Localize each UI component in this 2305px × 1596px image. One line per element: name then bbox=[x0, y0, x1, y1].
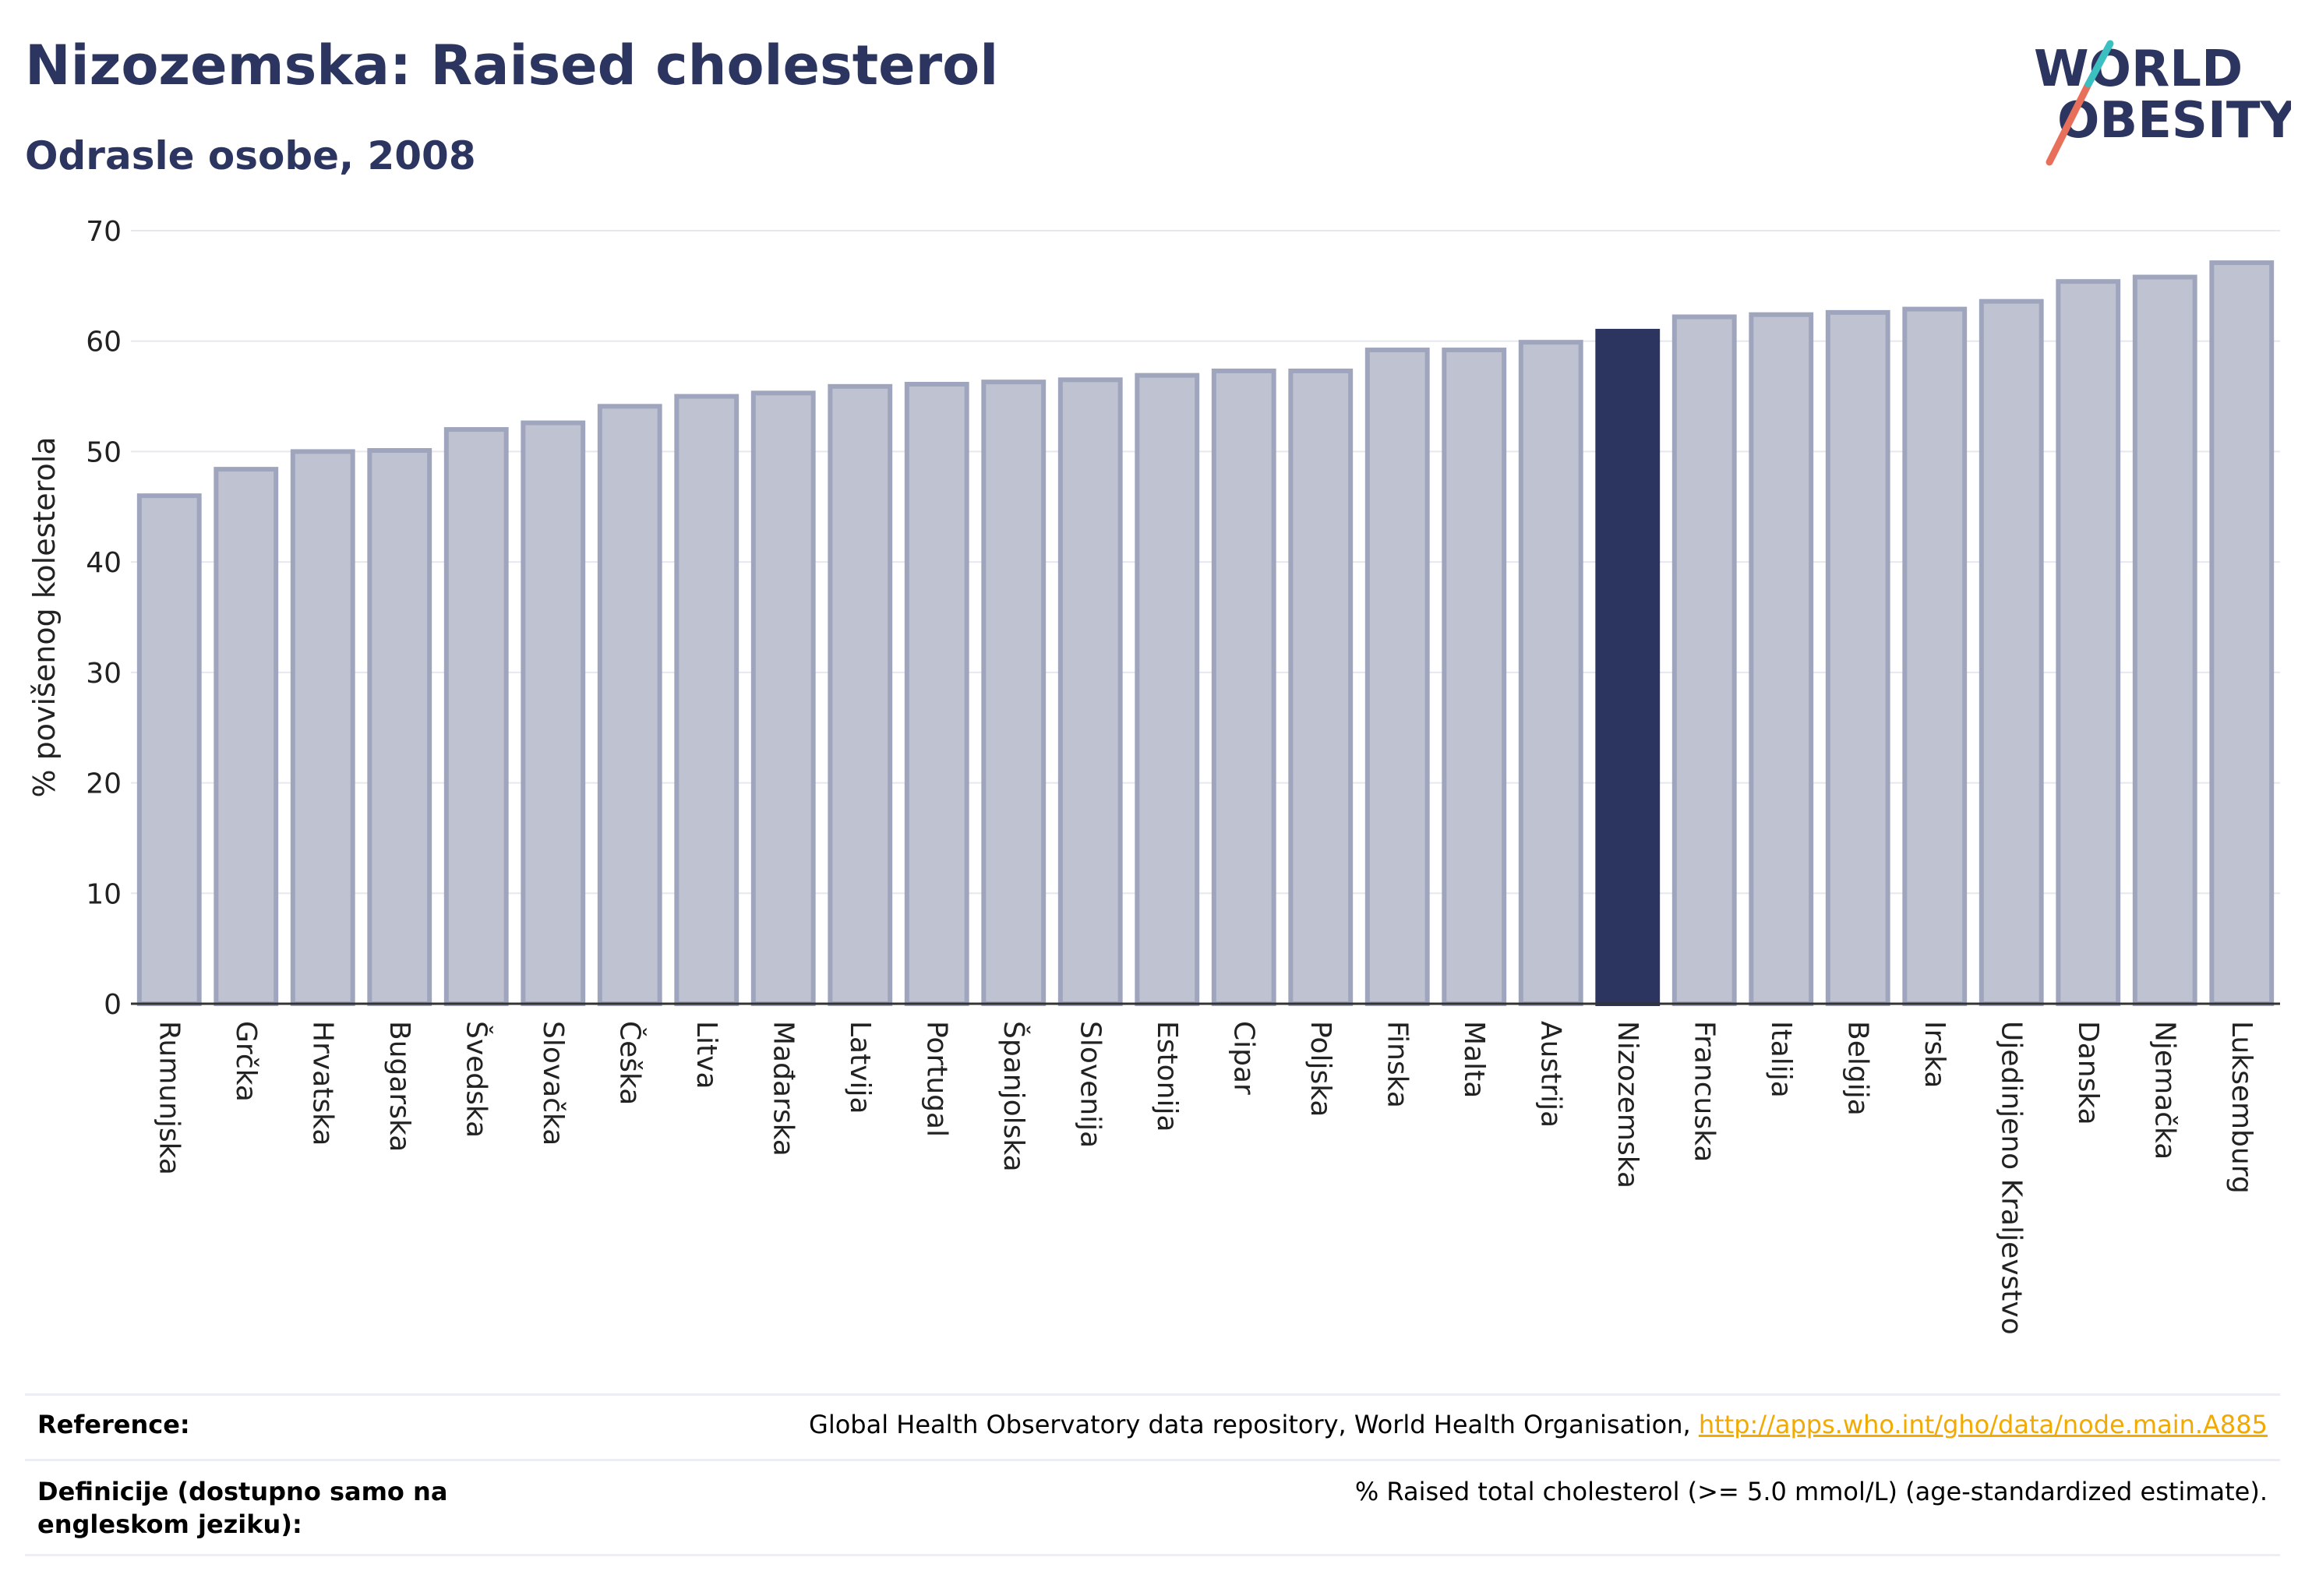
y-tick-label: 20 bbox=[86, 768, 122, 800]
bar bbox=[1978, 298, 2044, 1006]
x-tick-label: Irska bbox=[1918, 1021, 1950, 1088]
bar bbox=[1135, 373, 1200, 1007]
bar bbox=[597, 404, 662, 1006]
page-title: Nizozemska: Raised cholesterol bbox=[25, 34, 999, 97]
x-tick-label: Italija bbox=[1765, 1021, 1797, 1098]
bar bbox=[136, 493, 202, 1006]
footer-divider-bottom bbox=[25, 1554, 2280, 1556]
bar bbox=[1057, 377, 1123, 1007]
x-tick-label: Hrvatska bbox=[306, 1021, 338, 1146]
svg-text:OBESITY: OBESITY bbox=[2057, 92, 2291, 150]
bar bbox=[521, 420, 586, 1006]
y-tick-label: 50 bbox=[86, 436, 122, 468]
definition-value: % Raised total cholesterol (>= 5.0 mmol/… bbox=[1354, 1477, 2268, 1506]
y-tick-label: 40 bbox=[86, 547, 122, 579]
page-subtitle: Odrasle osobe, 2008 bbox=[25, 133, 476, 178]
bar bbox=[981, 380, 1047, 1006]
footer-divider-middle bbox=[25, 1459, 2280, 1461]
x-tick-label: Španjolska bbox=[997, 1021, 1030, 1172]
y-tick-label: 60 bbox=[86, 327, 122, 358]
bar bbox=[1211, 368, 1276, 1006]
bar bbox=[1595, 328, 1661, 1006]
bar bbox=[290, 449, 355, 1006]
x-tick-label: Slovačka bbox=[537, 1021, 569, 1146]
x-tick-label: Mađarska bbox=[767, 1021, 799, 1156]
y-tick-label: 70 bbox=[86, 216, 122, 248]
reference-label: Reference: bbox=[37, 1410, 190, 1439]
y-axis-label: % povišenog kolesterola bbox=[27, 436, 62, 797]
x-tick-label: Češka bbox=[613, 1021, 646, 1105]
y-tick-label: 10 bbox=[86, 878, 122, 910]
x-tick-label: Nizozemska bbox=[1611, 1021, 1643, 1188]
bar bbox=[2209, 260, 2275, 1006]
x-tick-label: Danska bbox=[2072, 1021, 2104, 1125]
bar bbox=[2132, 274, 2197, 1006]
reference-link[interactable]: http://apps.who.int/gho/data/node.main.A… bbox=[1698, 1410, 2268, 1439]
bar bbox=[750, 390, 816, 1006]
x-tick-label: Švedska bbox=[460, 1021, 492, 1138]
x-tick-label: Njemačka bbox=[2148, 1021, 2180, 1160]
bar bbox=[367, 448, 432, 1006]
bar-chart: 0 10 20 30 40 50 60 70 % povišenog kolesterola Ru… bbox=[27, 216, 2280, 1335]
x-tick-label: Rumunjska bbox=[153, 1021, 185, 1175]
x-tick-label: Poljska bbox=[1304, 1021, 1336, 1118]
bar bbox=[1518, 340, 1583, 1007]
y-tick-label: 30 bbox=[86, 658, 122, 690]
bar bbox=[1902, 306, 1968, 1007]
bar bbox=[1364, 348, 1430, 1006]
bar bbox=[828, 383, 893, 1006]
footer-divider-top bbox=[25, 1393, 2280, 1396]
x-tick-label: Bugarska bbox=[383, 1021, 415, 1152]
x-tick-label: Grčka bbox=[230, 1021, 262, 1102]
world-obesity-logo: WORLD OBESITY bbox=[2034, 40, 2291, 166]
bar bbox=[904, 381, 969, 1006]
bar bbox=[2056, 279, 2121, 1006]
x-tick-label: Malta bbox=[1458, 1021, 1490, 1098]
x-tick-label: Latvija bbox=[844, 1021, 876, 1114]
x-tick-label: Slovenija bbox=[1074, 1021, 1106, 1148]
x-tick-label: Austrija bbox=[1534, 1021, 1566, 1128]
definition-row: Definicije (dostupno samo na engleskom j… bbox=[25, 1476, 2280, 1562]
reference-row: Reference: Global Health Observatory dat… bbox=[25, 1409, 2280, 1459]
reference-value: Global Health Observatory data repositor… bbox=[809, 1409, 2268, 1442]
x-tick-label: Belgija bbox=[1841, 1021, 1873, 1116]
x-tick-label: Ujedinjeno Kraljevstvo bbox=[1995, 1021, 2027, 1335]
definition-label: Definicije (dostupno samo na engleskom j… bbox=[37, 1477, 448, 1539]
svg-text:WORLD: WORLD bbox=[2034, 41, 2243, 98]
bar bbox=[1825, 309, 1890, 1006]
bar bbox=[1442, 348, 1507, 1006]
x-tick-label: Cipar bbox=[1227, 1021, 1259, 1095]
bar bbox=[443, 427, 509, 1006]
bar bbox=[1288, 368, 1354, 1006]
bar bbox=[1671, 314, 1737, 1006]
x-tick-label: Francuska bbox=[1688, 1021, 1720, 1162]
x-tick-label: Finska bbox=[1381, 1021, 1413, 1108]
bar bbox=[1749, 312, 1814, 1006]
x-tick-label: Portugal bbox=[920, 1021, 952, 1137]
bar bbox=[214, 467, 279, 1006]
x-tick-label: Litva bbox=[690, 1021, 722, 1089]
x-tick-label: Estonija bbox=[1151, 1021, 1183, 1132]
reference-text: Global Health Observatory data repositor… bbox=[809, 1410, 1699, 1439]
x-tick-label: Luksemburg bbox=[2226, 1021, 2257, 1194]
bar bbox=[674, 394, 740, 1007]
y-tick-label: 0 bbox=[104, 989, 122, 1021]
